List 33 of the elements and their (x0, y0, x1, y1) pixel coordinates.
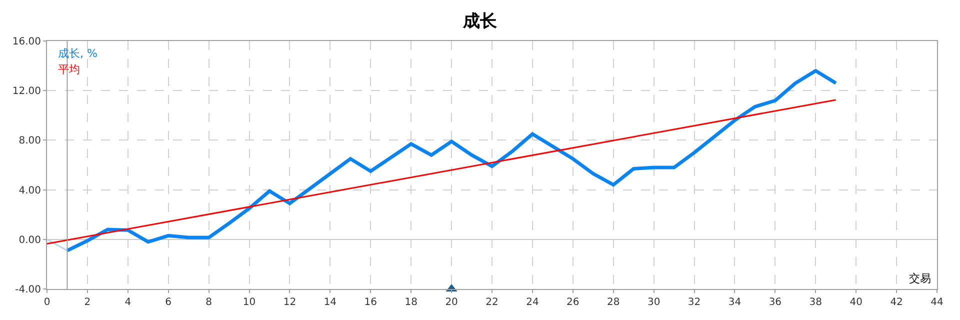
text: 成长, % (58, 47, 98, 60)
x-tick-label: 10 (242, 297, 256, 308)
x-tick-label: 44 (930, 297, 944, 308)
y-tick-label: 16.00 (12, 36, 41, 48)
y-tick-label: 12.00 (12, 86, 41, 98)
y-tick-label: -4.00 (15, 284, 41, 296)
x-tick-label: 34 (728, 297, 742, 308)
x-tick-label: 0 (44, 297, 50, 308)
x-tick-label: 12 (283, 297, 296, 308)
x-tick-label: 28 (606, 297, 620, 308)
x-tick-label: 6 (165, 297, 172, 308)
x-tick-label: 36 (768, 297, 782, 308)
x-tick-label: 2 (84, 297, 91, 308)
x-tick-label: 4 (124, 297, 132, 308)
x-tick-label: 24 (526, 297, 539, 308)
x-tick-label: 8 (206, 297, 212, 308)
x-tick-label: 22 (486, 297, 498, 308)
x-tick-label: 30 (647, 297, 660, 308)
x-tick-label: 32 (688, 297, 701, 308)
x-tick-label: 42 (890, 297, 903, 308)
x-tick-label: 38 (809, 297, 822, 308)
x-axis-title: 交易 (909, 272, 931, 285)
y-tick-label: 8.00 (18, 136, 41, 147)
x-tick-label: 16 (364, 297, 378, 308)
y-tick-label: 0.00 (18, 234, 41, 246)
y-tick-label: 4.00 (18, 185, 41, 196)
chart-title: 成长 (462, 11, 498, 32)
x-tick-label: 14 (324, 297, 337, 308)
x-tick-label: 20 (445, 297, 458, 308)
x-tick-label: 26 (566, 297, 580, 308)
x-tick-label: 40 (850, 297, 862, 308)
text: 平均 (58, 63, 80, 76)
x-tick-label: 18 (404, 297, 418, 308)
